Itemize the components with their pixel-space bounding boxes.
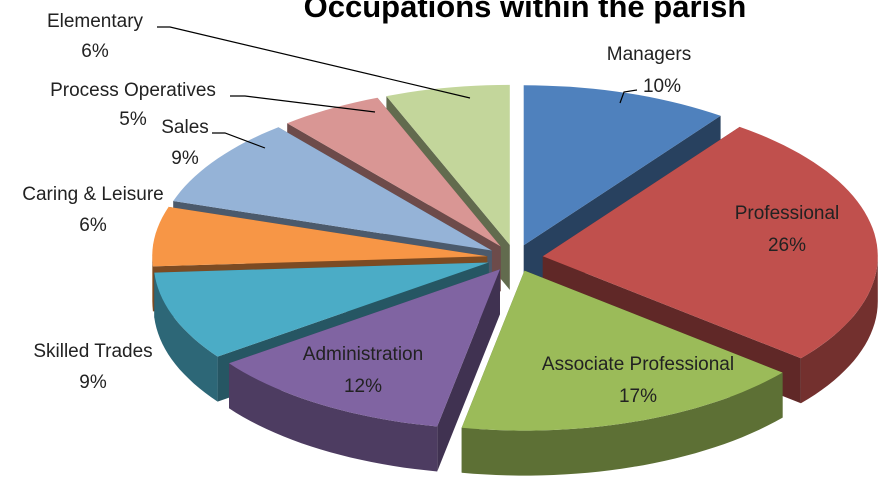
slice-top — [229, 269, 500, 427]
slice-top — [154, 262, 489, 357]
slice-top — [523, 85, 721, 246]
slice-value-label: 10% — [643, 76, 681, 97]
slice-label: Process Operatives — [50, 80, 216, 101]
slice-side — [229, 363, 438, 472]
slice-side — [154, 272, 218, 402]
slice — [461, 270, 783, 476]
slice-wall — [437, 269, 500, 472]
slice-value-label: 6% — [81, 41, 109, 62]
leader-line — [212, 132, 266, 149]
slice-value-label: 6% — [79, 215, 107, 236]
slice-side — [461, 372, 783, 476]
slice-label: Skilled Trades — [33, 341, 152, 362]
slice-label: Administration — [303, 344, 423, 365]
slice-value-label: 26% — [768, 235, 806, 256]
slice-top — [386, 84, 510, 245]
slice-top — [287, 97, 501, 247]
slice-top — [542, 126, 878, 359]
slice-side — [800, 256, 878, 404]
slice-value-label: 9% — [171, 148, 199, 169]
slice-label: Elementary — [47, 11, 144, 32]
slice-label: Managers — [607, 44, 692, 65]
slice-top — [152, 206, 488, 267]
slice-label: Associate Professional — [542, 354, 734, 375]
slice-top — [173, 127, 492, 251]
slice-value-label: 17% — [619, 386, 657, 407]
slice-value-label: 12% — [344, 376, 382, 397]
leader-line — [230, 95, 376, 113]
chart-title: Occupations within the parish — [304, 0, 747, 24]
slice-value-label: 9% — [79, 372, 107, 393]
slice-label: Sales — [161, 117, 209, 138]
slice-label: Professional — [735, 203, 840, 224]
leader-line — [157, 26, 471, 99]
leader-line — [619, 89, 638, 104]
slice — [229, 269, 500, 472]
slice-top — [461, 270, 783, 431]
slice-value-label: 5% — [119, 109, 147, 130]
slice-side — [152, 256, 153, 312]
slice-label: Caring & Leisure — [22, 184, 164, 205]
